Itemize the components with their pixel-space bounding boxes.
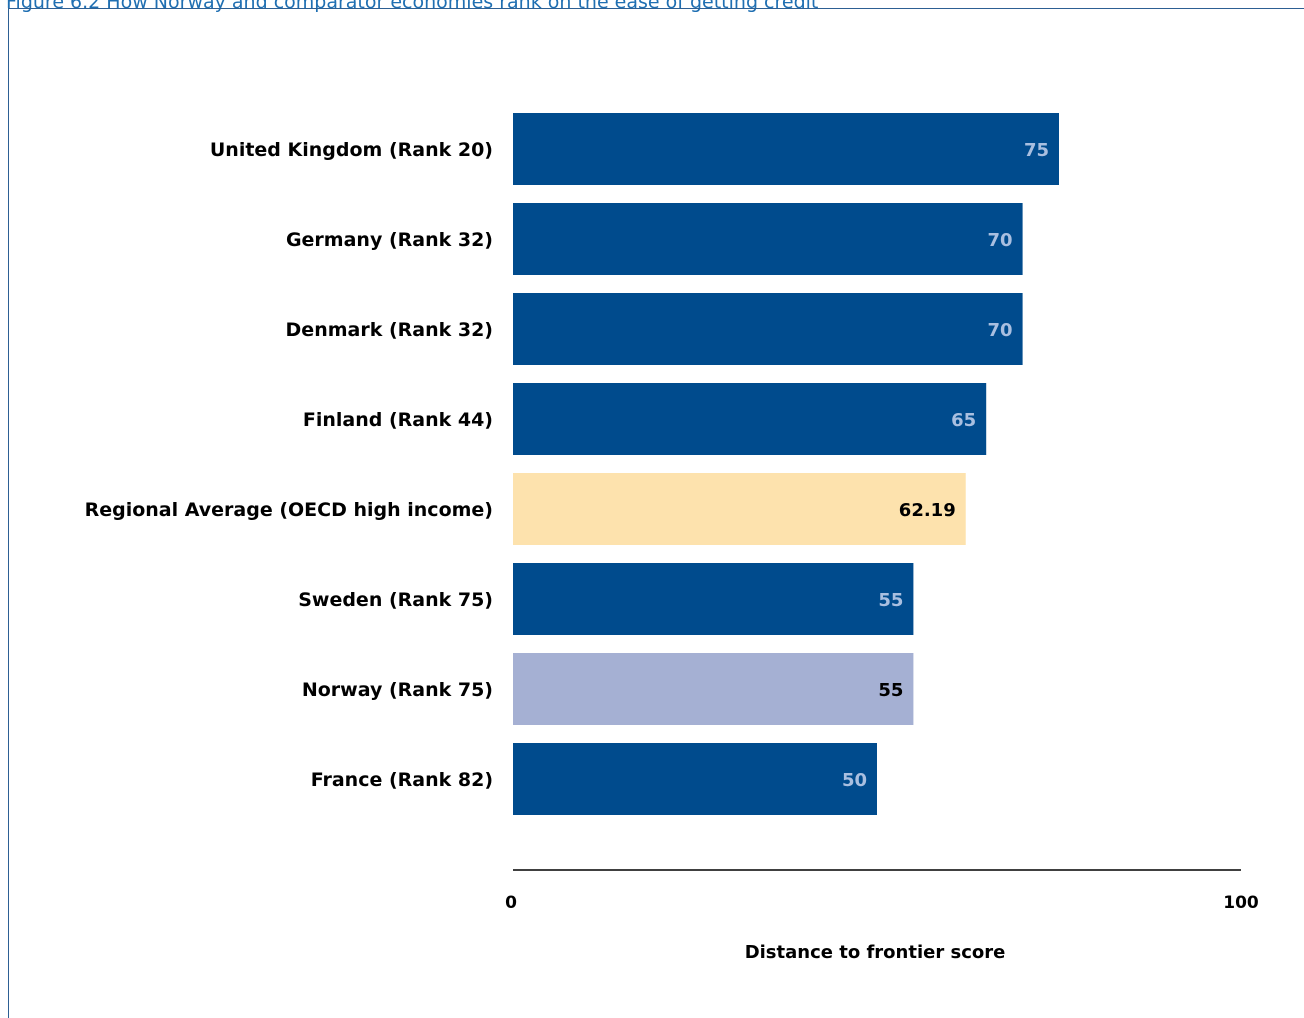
x-tick-label-100: 100 xyxy=(1223,893,1259,913)
bar-2 xyxy=(513,293,1023,365)
value-label-7: 50 xyxy=(842,770,867,791)
bar-7 xyxy=(513,743,877,815)
value-label-6: 55 xyxy=(878,680,903,701)
figure-title: Figure 6.2 How Norway and comparator eco… xyxy=(6,0,819,13)
category-label-6: Norway (Rank 75) xyxy=(302,679,493,701)
category-label-0: United Kingdom (Rank 20) xyxy=(210,139,493,161)
category-label-1: Germany (Rank 32) xyxy=(286,229,493,251)
value-label-4: 62.19 xyxy=(899,500,956,521)
value-label-2: 70 xyxy=(988,320,1013,341)
bars-group: United Kingdom (Rank 20) 75 Germany (Rank … xyxy=(85,113,1059,815)
x-tick-label-0: 0 xyxy=(505,893,517,913)
figure-frame xyxy=(8,8,1304,1018)
x-axis-title: Distance to frontier score xyxy=(745,942,1006,963)
category-label-7: France (Rank 82) xyxy=(311,769,493,791)
value-label-3: 65 xyxy=(951,410,976,431)
value-label-0: 75 xyxy=(1024,140,1049,161)
bar-1 xyxy=(513,203,1023,275)
bar-5 xyxy=(513,563,914,635)
bar-0 xyxy=(513,113,1059,185)
value-label-1: 70 xyxy=(988,230,1013,251)
value-label-5: 55 xyxy=(878,590,903,611)
category-label-3: Finland (Rank 44) xyxy=(303,409,493,431)
bar-6 xyxy=(513,653,914,725)
category-label-2: Denmark (Rank 32) xyxy=(286,319,493,341)
bar-4 xyxy=(513,473,966,545)
category-label-4: Regional Average (OECD high income) xyxy=(85,499,493,521)
category-label-5: Sweden (Rank 75) xyxy=(298,589,493,611)
bar-3 xyxy=(513,383,987,455)
